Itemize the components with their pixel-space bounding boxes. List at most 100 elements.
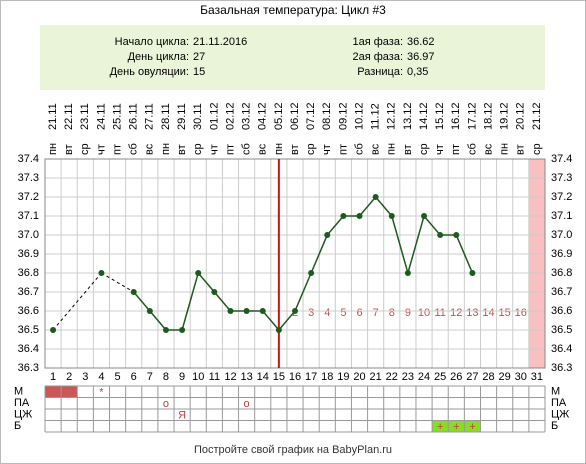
x-tick-label: 8 <box>163 371 169 383</box>
date-label: 21.11 <box>47 103 59 130</box>
x-tick-label: 14 <box>257 371 269 383</box>
post-ovulation-day: 11 <box>434 307 445 319</box>
y-tick-label: 37.4 <box>18 153 39 165</box>
summary-label: День овуляции: <box>110 66 189 78</box>
x-tick-label: 21 <box>370 371 382 383</box>
date-label: 06.12 <box>289 102 301 130</box>
calendar-fill <box>464 420 481 432</box>
x-tick-label: 13 <box>240 371 252 383</box>
y-tick-label: 36.8 <box>551 267 572 279</box>
x-tick-label: 23 <box>402 371 414 383</box>
temperature-point <box>130 289 137 295</box>
calendar-mark: о <box>163 398 169 410</box>
date-label: 03.12 <box>241 102 253 130</box>
date-label: 28.11 <box>160 103 172 130</box>
summary-value: 27 <box>193 51 205 63</box>
temperature-point <box>340 213 347 219</box>
summary-label: День цикла: <box>128 51 189 63</box>
row-label: ПА <box>551 397 567 409</box>
weekday-label: пт <box>224 144 236 155</box>
summary-value: 0,35 <box>407 66 428 78</box>
temperature-point <box>195 270 202 276</box>
x-tick-label: 26 <box>450 371 462 383</box>
y-tick-label: 37.2 <box>18 191 39 203</box>
date-label: 08.12 <box>321 102 333 130</box>
y-tick-label: 37.3 <box>551 172 572 184</box>
post-ovulation-day: 10 <box>418 307 430 319</box>
temperature-point <box>437 232 444 238</box>
y-tick-label: 36.6 <box>18 305 39 317</box>
temperature-point <box>404 270 411 276</box>
x-tick-label: 18 <box>321 371 333 383</box>
y-tick-label: 36.9 <box>18 248 39 260</box>
weekday-label: пн <box>47 143 59 155</box>
chart-title: Базальная температура: Цикл #3 <box>200 3 386 17</box>
temperature-point <box>388 213 395 219</box>
summary-label: 1ая фаза: <box>352 36 403 48</box>
weekday-label: вт <box>515 144 527 155</box>
weekday-label: вс <box>482 143 494 155</box>
row-label: ПА <box>14 397 30 409</box>
post-ovulation-day: 9 <box>405 307 411 319</box>
temperature-point <box>292 308 298 314</box>
date-label: 29.11 <box>176 103 188 130</box>
calendar-mark: + <box>453 421 459 433</box>
summary-value: 21.11.2016 <box>193 36 247 48</box>
temperature-point <box>50 327 57 333</box>
x-tick-label: 20 <box>353 371 365 383</box>
y-tick-label: 36.4 <box>18 343 39 355</box>
x-tick-label: 11 <box>209 371 220 383</box>
date-label: 12.12 <box>386 102 398 130</box>
row-label: М <box>551 386 560 398</box>
temperature-point <box>469 270 476 276</box>
date-label: 19.12 <box>499 102 511 130</box>
x-tick-label: 22 <box>386 371 398 383</box>
post-ovulation-day: 6 <box>356 307 362 319</box>
temperature-point <box>421 213 428 219</box>
date-label: 10.12 <box>353 102 365 130</box>
temperature-point <box>227 308 234 314</box>
weekday-label: чт <box>321 144 333 155</box>
x-tick-label: 7 <box>147 371 153 383</box>
weekday-label: пн <box>386 143 398 155</box>
temperature-point <box>259 308 266 314</box>
temperature-point <box>243 308 250 314</box>
y-tick-label: 37.0 <box>551 229 572 241</box>
summary-label: Разница: <box>357 66 403 78</box>
date-label: 04.12 <box>257 102 269 130</box>
y-tick-label: 36.8 <box>18 267 39 279</box>
y-tick-label: 37.1 <box>551 210 572 222</box>
y-tick-label: 36.6 <box>551 305 572 317</box>
weekday-label: вт <box>176 144 188 155</box>
summary-box <box>40 25 545 90</box>
x-tick-label: 12 <box>224 371 236 383</box>
gap-connector <box>52 272 102 331</box>
weekday-label: чт <box>95 144 107 155</box>
weekday-label: ср <box>531 143 543 155</box>
weekday-label: вс <box>144 143 156 155</box>
x-tick-label: 29 <box>499 371 511 383</box>
date-label: 13.12 <box>402 102 414 130</box>
date-label: 22.11 <box>63 103 75 130</box>
date-label: 30.11 <box>192 103 204 130</box>
date-label: 02.12 <box>224 102 236 130</box>
date-label: 23.11 <box>79 103 91 130</box>
y-tick-label: 37.0 <box>18 229 39 241</box>
temperature-point <box>356 213 363 219</box>
x-tick-label: 15 <box>273 371 285 383</box>
x-tick-label: 24 <box>418 371 430 383</box>
date-label: 17.12 <box>466 102 478 130</box>
y-tick-label: 36.9 <box>551 248 572 260</box>
row-label: Б <box>14 420 21 432</box>
post-ovulation-day: 14 <box>482 307 494 319</box>
y-tick-label: 36.5 <box>551 324 572 336</box>
date-label: 24.11 <box>95 103 107 130</box>
x-tick-label: 6 <box>131 371 137 383</box>
y-tick-label: 36.7 <box>18 286 39 298</box>
y-tick-label: 37.3 <box>18 172 39 184</box>
summary-value: 36.97 <box>407 51 435 63</box>
y-tick-label: 37.2 <box>551 191 572 203</box>
weekday-label: пн <box>499 143 511 155</box>
weekday-label: пн <box>273 143 285 155</box>
weekday-label: ср <box>192 143 204 155</box>
